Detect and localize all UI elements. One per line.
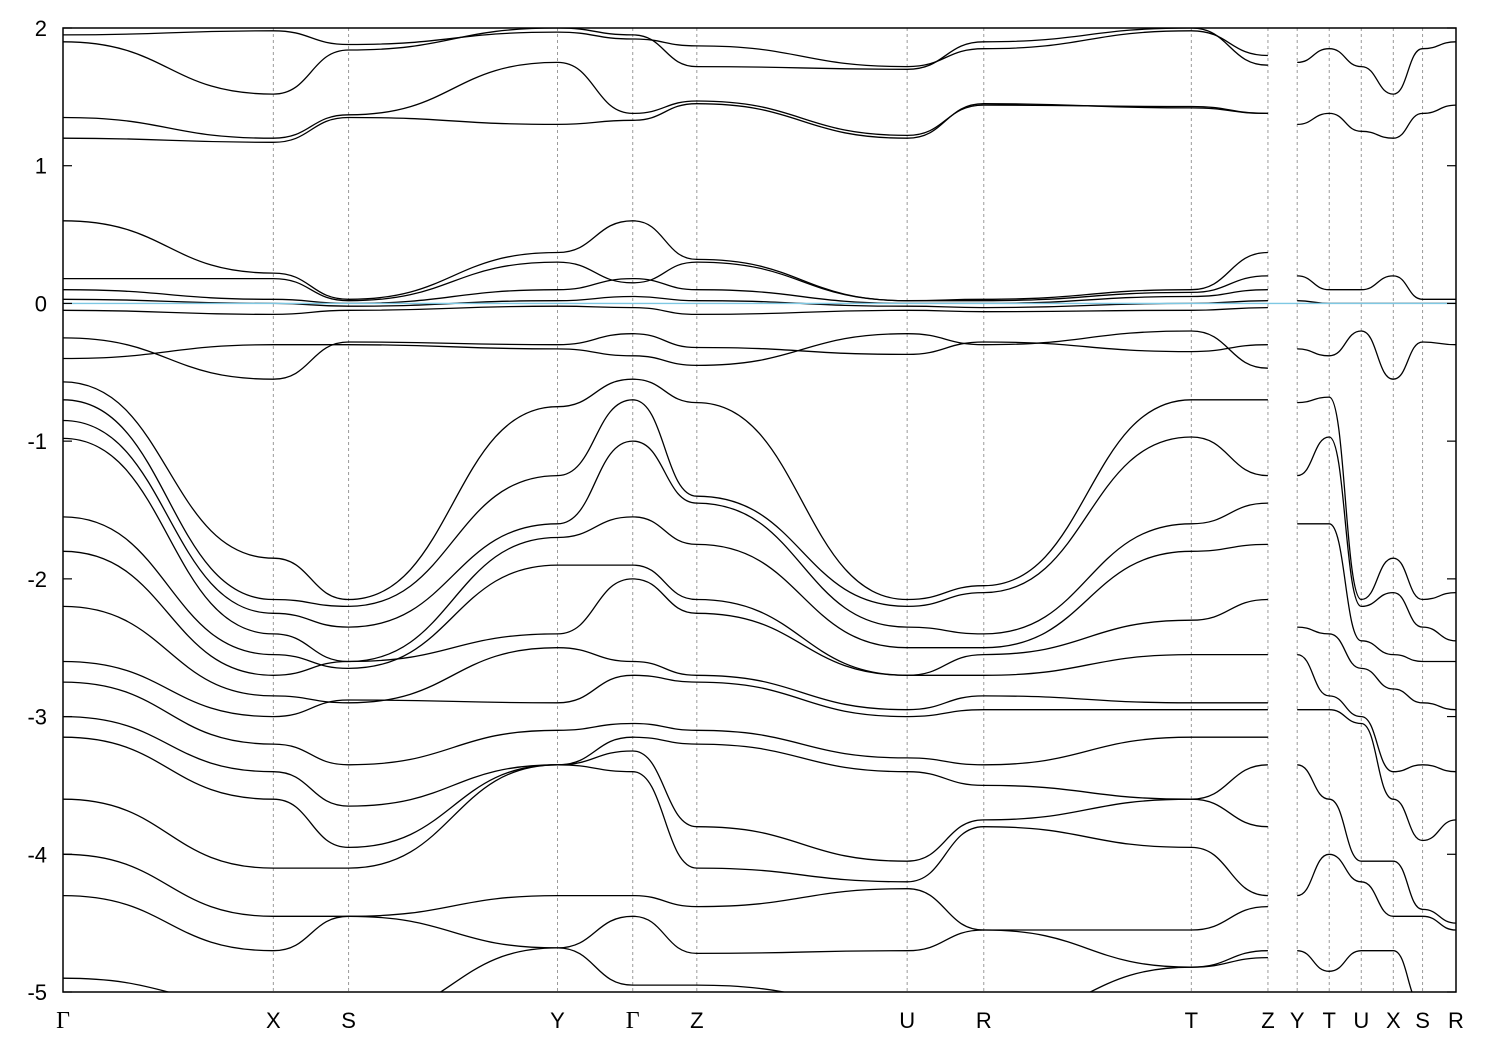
band-line <box>63 853 1268 931</box>
band-line <box>63 715 1268 807</box>
kpoint-label: U <box>899 1008 915 1033</box>
plot-frame <box>62 27 1457 993</box>
band-line <box>63 947 1268 992</box>
band-line <box>63 419 1268 635</box>
band-line <box>1297 950 1413 992</box>
band-line <box>1297 853 1456 931</box>
kpoint-label: Y <box>1290 1008 1305 1033</box>
band-line <box>63 437 1268 663</box>
kpoint-label: R <box>976 1008 992 1033</box>
band-line <box>63 295 1268 309</box>
band-line <box>63 261 1268 302</box>
band-line <box>1297 104 1456 139</box>
band-line <box>1297 709 1456 842</box>
y-tick-label: 0 <box>35 291 47 316</box>
band-line <box>63 277 1268 305</box>
y-axis: -5 -4 -3 -2 -1 0 1 2 <box>27 16 1456 1005</box>
band-line <box>63 378 1268 601</box>
band-line <box>63 61 1268 139</box>
band-line <box>1297 653 1456 773</box>
kpoint-gridlines <box>272 28 1424 992</box>
band-line <box>1297 764 1456 924</box>
band-line <box>63 103 1268 143</box>
kpoint-label: T <box>1323 1008 1336 1033</box>
kpoint-label: X <box>1386 1008 1401 1033</box>
y-tick-label: -4 <box>27 842 47 867</box>
band-line <box>63 305 1268 316</box>
kpoint-label: X <box>266 1008 281 1033</box>
band-line <box>63 681 1268 766</box>
kpoint-label: R <box>1448 1008 1464 1033</box>
kpoint-label: S <box>1415 1008 1430 1033</box>
y-tick-label: -2 <box>27 567 47 592</box>
band-line <box>1297 436 1456 642</box>
kpoint-label: U <box>1353 1008 1369 1033</box>
band-line <box>63 30 1268 68</box>
band-line <box>63 28 1268 95</box>
band-line <box>1297 330 1456 380</box>
band-line <box>63 660 1268 718</box>
band-line <box>63 894 1268 968</box>
band-line <box>63 736 1268 862</box>
y-tick-label: 1 <box>35 154 47 179</box>
band-line <box>63 516 1268 676</box>
y-tick-label: -1 <box>27 429 47 454</box>
kpoint-label: S <box>341 1008 356 1033</box>
kpoint-label: Z <box>690 1008 703 1033</box>
band-line <box>1297 41 1456 95</box>
band-line <box>63 550 1268 676</box>
kpoint-label: Γ <box>56 1008 70 1034</box>
y-tick-label: -5 <box>27 980 47 1005</box>
band-line <box>63 399 1268 608</box>
band-line <box>1297 523 1456 663</box>
y-tick-label: -3 <box>27 705 47 730</box>
kpoint-label: Γ <box>626 1008 640 1034</box>
plot-border <box>62 27 1457 993</box>
y-tick-label: 2 <box>35 16 47 41</box>
kpoint-label: Y <box>550 1008 565 1033</box>
kpoint-label: T <box>1185 1008 1198 1033</box>
band-line <box>1297 396 1456 601</box>
band-line <box>63 764 1268 897</box>
kpoint-label: Z <box>1261 1008 1274 1033</box>
band-line <box>1297 275 1456 300</box>
band-line <box>63 605 1268 711</box>
band-series <box>63 28 1456 992</box>
band-line <box>63 333 1268 380</box>
band-line <box>63 330 1268 369</box>
band-line <box>63 220 1268 302</box>
band-line <box>1297 626 1456 711</box>
